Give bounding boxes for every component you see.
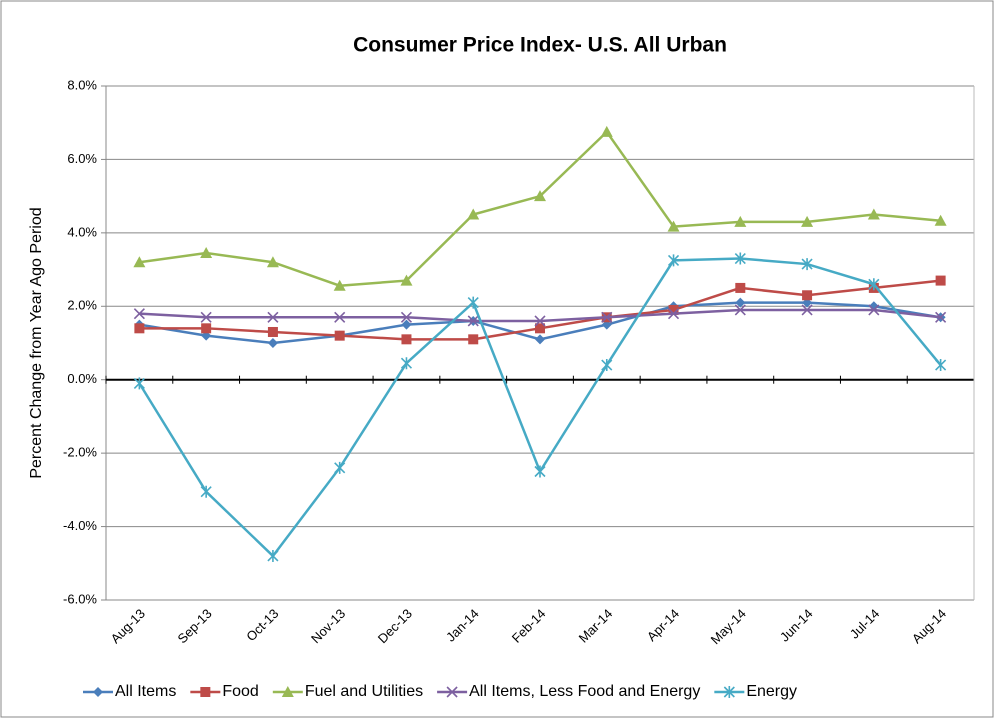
marker bbox=[467, 296, 479, 309]
y-axis-title: Percent Change from Year Ago Period bbox=[28, 207, 45, 478]
marker bbox=[200, 687, 211, 697]
marker bbox=[868, 304, 880, 316]
marker bbox=[734, 252, 746, 265]
marker bbox=[200, 311, 212, 323]
marker bbox=[133, 256, 146, 268]
marker bbox=[201, 323, 212, 334]
marker bbox=[267, 326, 278, 337]
marker bbox=[267, 338, 278, 348]
legend-label: Fuel and Utilities bbox=[305, 683, 423, 700]
marker bbox=[400, 357, 413, 370]
marker bbox=[267, 549, 279, 562]
marker bbox=[600, 125, 613, 137]
marker bbox=[133, 377, 145, 390]
marker bbox=[334, 311, 346, 323]
marker bbox=[400, 311, 413, 323]
marker bbox=[93, 687, 103, 697]
marker bbox=[867, 208, 880, 220]
chart-title: Consumer Price Index- U.S. All Urban bbox=[353, 34, 727, 57]
legend-label: Energy bbox=[746, 683, 797, 700]
marker bbox=[333, 279, 346, 291]
marker bbox=[200, 485, 212, 498]
marker bbox=[868, 278, 880, 291]
marker bbox=[400, 274, 413, 286]
marker bbox=[401, 319, 412, 330]
legend-label: Food bbox=[222, 683, 258, 700]
legend-label: All Items bbox=[115, 683, 176, 700]
y-tick-label: 8.0% bbox=[67, 77, 97, 92]
marker bbox=[935, 359, 947, 372]
marker bbox=[267, 311, 279, 323]
marker bbox=[935, 275, 946, 286]
marker bbox=[667, 254, 680, 267]
marker bbox=[801, 258, 813, 271]
marker bbox=[734, 215, 747, 227]
marker bbox=[802, 290, 813, 301]
marker bbox=[334, 461, 346, 474]
marker bbox=[935, 311, 947, 323]
marker bbox=[534, 190, 546, 202]
marker bbox=[801, 304, 813, 316]
marker bbox=[281, 686, 294, 697]
marker bbox=[446, 686, 458, 698]
marker bbox=[668, 304, 679, 315]
marker bbox=[401, 334, 412, 345]
marker bbox=[334, 330, 345, 341]
marker bbox=[468, 334, 479, 345]
legend-label: All Items, Less Food and Energy bbox=[469, 683, 700, 700]
marker bbox=[467, 208, 480, 220]
marker bbox=[134, 323, 145, 334]
marker bbox=[266, 256, 279, 268]
marker bbox=[601, 359, 613, 372]
marker bbox=[200, 247, 213, 259]
y-tick-label: -2.0% bbox=[63, 445, 97, 460]
y-tick-label: -6.0% bbox=[63, 591, 97, 606]
marker bbox=[535, 334, 545, 345]
y-tick-label: 2.0% bbox=[67, 298, 97, 313]
marker bbox=[133, 308, 145, 320]
marker bbox=[735, 282, 746, 293]
marker bbox=[534, 465, 546, 478]
marker bbox=[723, 686, 735, 698]
marker bbox=[535, 323, 545, 334]
marker bbox=[467, 315, 479, 327]
y-tick-label: 6.0% bbox=[67, 151, 97, 166]
y-tick-label: 4.0% bbox=[67, 224, 97, 239]
y-tick-label: 0.0% bbox=[67, 371, 97, 386]
marker bbox=[534, 315, 546, 327]
marker bbox=[735, 297, 746, 308]
marker bbox=[934, 214, 947, 226]
marker bbox=[801, 215, 814, 227]
marker bbox=[667, 308, 680, 320]
marker bbox=[734, 304, 746, 316]
y-tick-label: -4.0% bbox=[63, 518, 97, 533]
marker bbox=[667, 220, 680, 232]
marker bbox=[601, 311, 613, 323]
